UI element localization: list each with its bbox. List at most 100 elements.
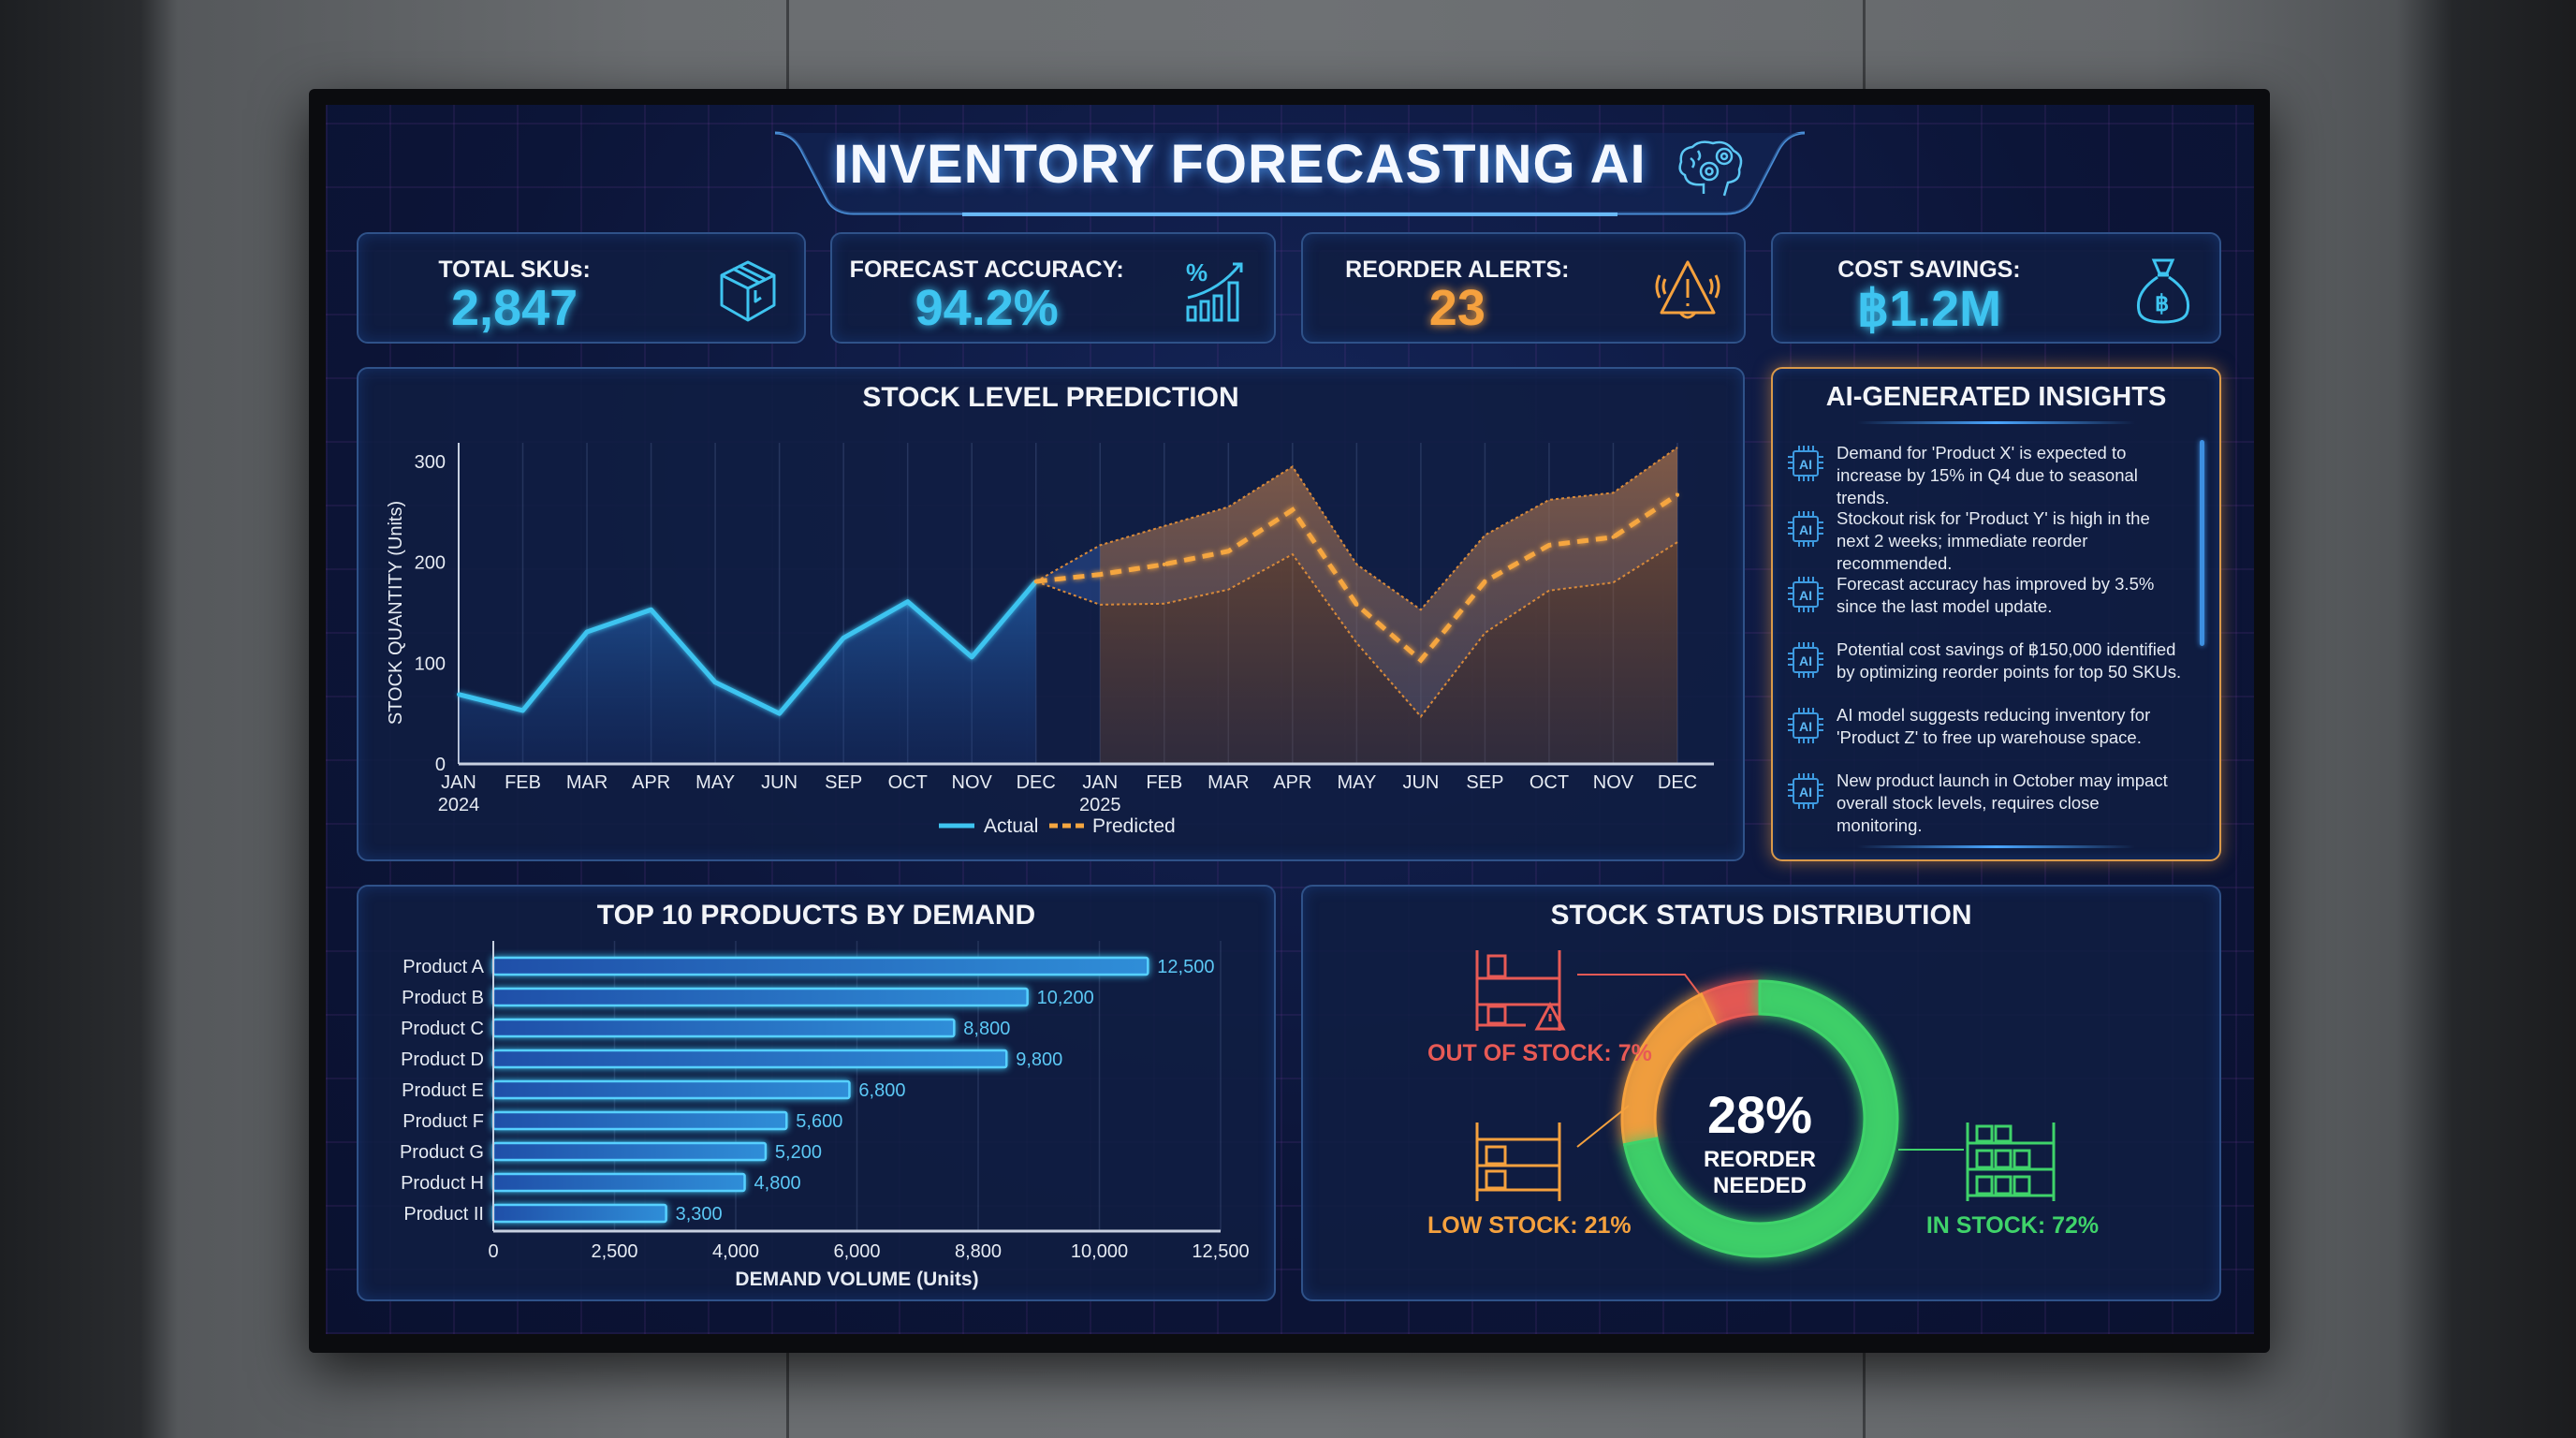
x-tick-label: MAY (1337, 772, 1376, 793)
legend-predicted-label: Predicted (1092, 815, 1176, 837)
y-tick-label: 300 (415, 452, 446, 473)
bar-category-label: Product II (403, 1204, 484, 1225)
box-icon (720, 260, 776, 322)
x-tick-label: FEB (505, 772, 541, 793)
stock-level-chart: 0 100 200 300 STOCK QUANTITY (Units) JAN FEB MA… (386, 443, 1714, 837)
ai-chip-text: AI (1799, 522, 1812, 537)
x-tick-label: FEB (1146, 772, 1182, 793)
low-stock-label: LOW STOCK: 21% (1427, 1212, 1632, 1239)
y-tick-label: 0 (435, 755, 446, 775)
predicted-data-point (1418, 658, 1423, 663)
bar-category-label: Product B (402, 988, 484, 1008)
ai-chip-text: AI (1799, 719, 1812, 734)
bar-value-label: 3,300 (676, 1204, 723, 1225)
x-tick-label: OCT (888, 772, 928, 793)
actual-data-point (842, 636, 846, 640)
x-tick-label: 12,500 (1192, 1241, 1249, 1262)
bar-value-label: 10,200 (1037, 988, 1094, 1008)
actual-data-point (585, 629, 590, 634)
x-tick-label: 6,000 (833, 1241, 880, 1262)
ai-chip-text: AI (1799, 653, 1812, 668)
kpi-label: COST SAVINGS: (1837, 257, 2021, 283)
x-tick-label: SEP (825, 772, 862, 793)
insight-text: Potential cost savings of ฿150,000 ident… (1837, 639, 2182, 682)
insight-item: AI Potential cost savings of ฿150,000 ide… (1786, 638, 2182, 695)
x-tick-label: MAR (1208, 772, 1249, 793)
kpi-value: 94.2% (915, 280, 1059, 336)
insights-scrollbar[interactable] (2200, 440, 2204, 646)
insights-title: AI-GENERATED INSIGHTS (1825, 382, 2167, 412)
ai-chip-icon: AI (1788, 642, 1823, 678)
money-bag-icon: ฿ (2136, 258, 2190, 324)
bar-category-label: Product H (401, 1173, 484, 1194)
x-year-label: 2025 (1079, 795, 1121, 815)
x-tick-label: DEC (1017, 772, 1056, 793)
bar-category-label: Product A (402, 957, 484, 977)
percent-growth-chart-icon: % (1186, 258, 1243, 322)
svg-text:%: % (1186, 258, 1208, 286)
predicted-data-point (1226, 549, 1231, 553)
stock-status-panel: STOCK STATUS DISTRIBUTION 28% REORDER NE… (1301, 885, 2221, 1301)
bar-value-label: 6,800 (858, 1080, 905, 1101)
predicted-data-point (1290, 507, 1295, 512)
bar-category-label: Product G (400, 1142, 484, 1163)
insight-item: AI AI model suggests reducing inventory f… (1786, 704, 2182, 760)
bar-value-label: 8,800 (963, 1019, 1010, 1039)
chart-title: STOCK LEVEL PREDICTION (862, 382, 1239, 413)
ai-chip-text: AI (1799, 785, 1812, 800)
donut-center-value: 28% (1707, 1085, 1812, 1144)
insight-text: Stockout risk for 'Product Y' is high in… (1837, 508, 2150, 573)
bar-value-label: 5,200 (775, 1142, 822, 1163)
actual-data-point (520, 708, 525, 712)
bar-category-label: Product D (401, 1049, 484, 1070)
bar (491, 1018, 956, 1038)
predicted-data-point (1546, 543, 1551, 548)
divider (1857, 421, 2135, 424)
actual-data-point (649, 608, 653, 612)
chart-title: STOCK STATUS DISTRIBUTION (1550, 900, 1972, 931)
x-tick-label: JUN (1402, 772, 1439, 793)
predicted-lower-bound (1035, 541, 1678, 718)
chart-title: TOP 10 PRODUCTS BY DEMAND (596, 900, 1036, 931)
x-tick-label: MAR (566, 772, 607, 793)
ai-insights-panel: AI-GENERATED INSIGHTS AI Demand for 'Prod… (1771, 367, 2221, 861)
y-tick-label: 200 (415, 553, 446, 574)
dashboard-title-text: INVENTORY FORECASTING AI (833, 134, 1647, 195)
x-tick-label: JAN (1082, 772, 1118, 793)
insight-text: Forecast accuracy has improved by 3.5% s… (1837, 574, 2155, 616)
x-tick-label: SEP (1466, 772, 1503, 793)
top-products-bar-chart: Product A 12,500 Product B 10,200 Product C 8… (400, 941, 1250, 1290)
x-tick-label: NOV (952, 772, 993, 793)
predicted-upper-bound (1035, 447, 1678, 611)
stock-level-prediction-panel: STOCK LEVEL PREDICTION 0 100 200 300 STOCK Q… (357, 367, 1745, 861)
x-tick-label: JAN (441, 772, 476, 793)
stock-status-donut-chart: 28% REORDER NEEDED (1475, 950, 2056, 1258)
kpi-value: 2,847 (451, 280, 578, 336)
bar (491, 1203, 667, 1224)
x-tick-label: OCT (1530, 772, 1569, 793)
insight-item: AI Stockout risk for 'Product Y' is high … (1786, 507, 2182, 573)
bar-value-label: 4,800 (754, 1173, 801, 1194)
actual-data-point (905, 599, 910, 604)
predicted-data-point (1162, 562, 1166, 566)
bar-value-label: 9,800 (1016, 1049, 1062, 1070)
x-tick-label: 8,800 (955, 1241, 1002, 1262)
x-axis-label: DEMAND VOLUME (Units) (735, 1269, 978, 1290)
x-year-label: 2024 (438, 795, 480, 815)
kpi-value: ฿1.2M (1856, 281, 2002, 337)
kpi-label: REORDER ALERTS: (1345, 257, 1570, 283)
bar (491, 987, 1029, 1007)
actual-data-point (777, 712, 782, 716)
predicted-data-point (1676, 492, 1679, 497)
donut-center-label: NEEDED (1713, 1173, 1807, 1198)
predicted-data-point (1611, 535, 1616, 539)
ai-chip-icon: AI (1788, 773, 1823, 809)
bar (491, 1110, 788, 1131)
y-axis-label: STOCK QUANTITY (Units) (386, 501, 406, 725)
predicted-data-point (1483, 580, 1487, 584)
kpi-card-cost-savings: COST SAVINGS: ฿1.2M ฿ (1771, 232, 2221, 344)
out-of-stock-leader-line (1577, 974, 1703, 998)
insight-item: AI Demand for 'Product X' is expected to … (1786, 442, 2182, 507)
dashboard-title: INVENTORY FORECASTING AI (326, 133, 2254, 199)
kpi-card-reorder-alerts: REORDER ALERTS: 23 (1301, 232, 1746, 344)
